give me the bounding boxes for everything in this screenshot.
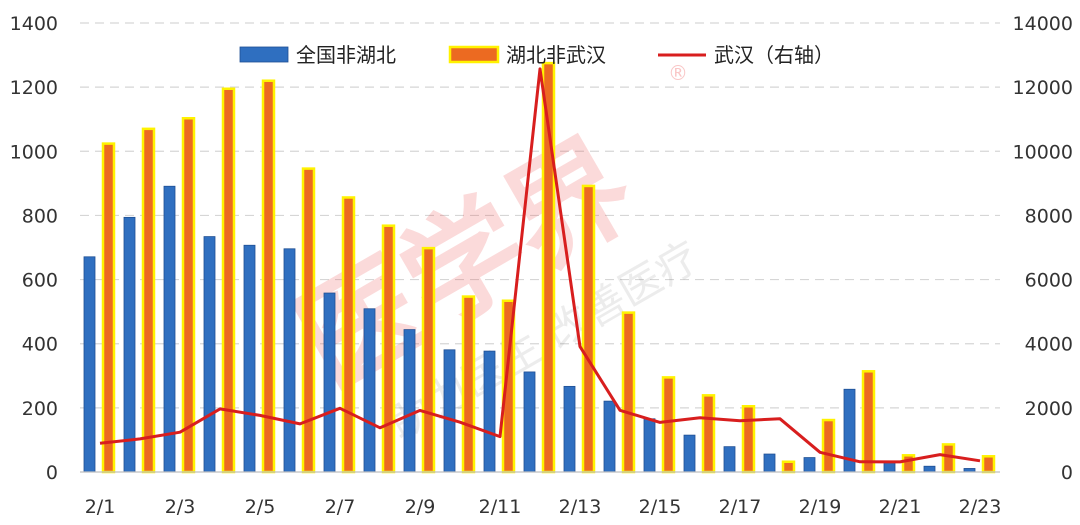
bar-hubei-fei-wuhan: [981, 455, 996, 474]
y-left-tick-label: 1200: [10, 77, 58, 99]
bar-hubei-fei-wuhan: [581, 184, 596, 474]
x-tick-label: 2/21: [879, 496, 922, 518]
bar-hubei-fei-wuhan: [341, 196, 356, 474]
bar-hubei-fei-wuhan: [621, 311, 636, 474]
legend-swatch-hubei-fei-wuhan: [448, 45, 500, 64]
x-tick-label: 2/15: [639, 496, 682, 518]
bar-quanguo-fei-hubei: [483, 350, 496, 473]
bar-hubei-fei-wuhan: [381, 224, 396, 474]
bar-quanguo-fei-hubei: [603, 400, 616, 473]
y-left-tick-label: 1000: [10, 141, 58, 163]
axes: 0200400600800100012001400020004000600080…: [10, 13, 1073, 518]
x-tick-label: 2/19: [799, 496, 842, 518]
bar-quanguo-fei-hubei: [323, 292, 336, 473]
bar-hubei-fei-wuhan: [901, 454, 916, 474]
bar-hubei-fei-wuhan: [781, 460, 796, 474]
bar-hubei-fei-wuhan: [461, 295, 476, 474]
y-right-tick-label: 6000: [1025, 270, 1073, 292]
bar-hubei-fei-wuhan: [101, 142, 116, 474]
y-right-tick-label: 8000: [1025, 205, 1073, 227]
bar-quanguo-fei-hubei: [563, 385, 576, 473]
bar-hubei-fei-wuhan: [661, 376, 676, 474]
bar-quanguo-fei-hubei: [763, 453, 776, 473]
line-wuhan: [99, 67, 981, 464]
bar-quanguo-fei-hubei: [403, 329, 416, 473]
bar-hubei-fei-wuhan: [181, 117, 196, 474]
x-tick-label: 2/13: [559, 496, 602, 518]
y-left-tick-label: 600: [22, 270, 58, 292]
y-left-tick-label: 800: [22, 205, 58, 227]
bar-quanguo-fei-hubei: [123, 216, 136, 473]
bar-hubei-fei-wuhan: [141, 127, 156, 474]
bar-quanguo-fei-hubei: [523, 371, 536, 473]
bar-hubei-fei-wuhan: [301, 167, 316, 474]
y-left-tick-label: 1400: [10, 13, 58, 35]
y-right-tick-label: 4000: [1025, 334, 1073, 356]
x-tick-label: 2/23: [959, 496, 1002, 518]
bar-quanguo-fei-hubei: [203, 236, 216, 473]
bar-quanguo-fei-hubei: [643, 418, 656, 473]
bar-hubei-fei-wuhan: [221, 87, 236, 474]
bar-hubei-fei-wuhan: [261, 79, 276, 474]
legend-label-wuhan: 武汉（右轴）: [714, 43, 834, 67]
bar-hubei-fei-wuhan: [821, 418, 836, 474]
x-tick-label: 2/17: [719, 496, 762, 518]
bar-hubei-fei-wuhan: [741, 405, 756, 474]
bar-hubei-fei-wuhan: [701, 394, 716, 474]
x-tick-label: 2/5: [245, 496, 276, 518]
y-left-tick-label: 400: [22, 334, 58, 356]
bar-quanguo-fei-hubei: [283, 248, 296, 473]
bar-hubei-fei-wuhan: [421, 246, 436, 474]
legend-label-quanguo-fei-hubei: 全国非湖北: [296, 43, 396, 67]
y-right-tick-label: 10000: [1013, 141, 1073, 163]
x-tick-label: 2/3: [165, 496, 196, 518]
legend: 全国非湖北 湖北非武汉 武汉（右轴）: [239, 43, 834, 67]
bar-quanguo-fei-hubei: [723, 446, 736, 473]
bar-quanguo-fei-hubei: [923, 465, 936, 473]
legend-swatch-quanguo-fei-hubei: [239, 46, 289, 63]
y-right-tick-label: 0: [1061, 462, 1073, 484]
bar-quanguo-fei-hubei: [803, 457, 816, 473]
bar-quanguo-fei-hubei: [243, 244, 256, 473]
bar-quanguo-fei-hubei: [363, 308, 376, 473]
bar-quanguo-fei-hubei: [443, 349, 456, 473]
x-tick-label: 2/9: [405, 496, 436, 518]
x-tick-label: 2/1: [85, 496, 116, 518]
bar-quanguo-fei-hubei: [883, 461, 896, 473]
bar-hubei-fei-wuhan: [941, 443, 956, 474]
bar-hubei-fei-wuhan: [861, 370, 876, 474]
bar-quanguo-fei-hubei: [683, 434, 696, 473]
x-tick-label: 2/7: [325, 496, 356, 518]
y-right-tick-label: 14000: [1013, 13, 1073, 35]
y-right-tick-label: 2000: [1025, 398, 1073, 420]
bar-quanguo-fei-hubei: [163, 185, 176, 473]
legend-label-hubei-fei-wuhan: 湖北非武汉: [506, 43, 606, 67]
bar-quanguo-fei-hubei: [83, 256, 96, 473]
line-series: [99, 67, 981, 464]
watermark-registered-mark: ®: [668, 61, 688, 85]
y-right-tick-label: 12000: [1013, 77, 1073, 99]
y-left-tick-label: 0: [46, 462, 58, 484]
x-tick-label: 2/11: [479, 496, 522, 518]
y-left-tick-label: 200: [22, 398, 58, 420]
